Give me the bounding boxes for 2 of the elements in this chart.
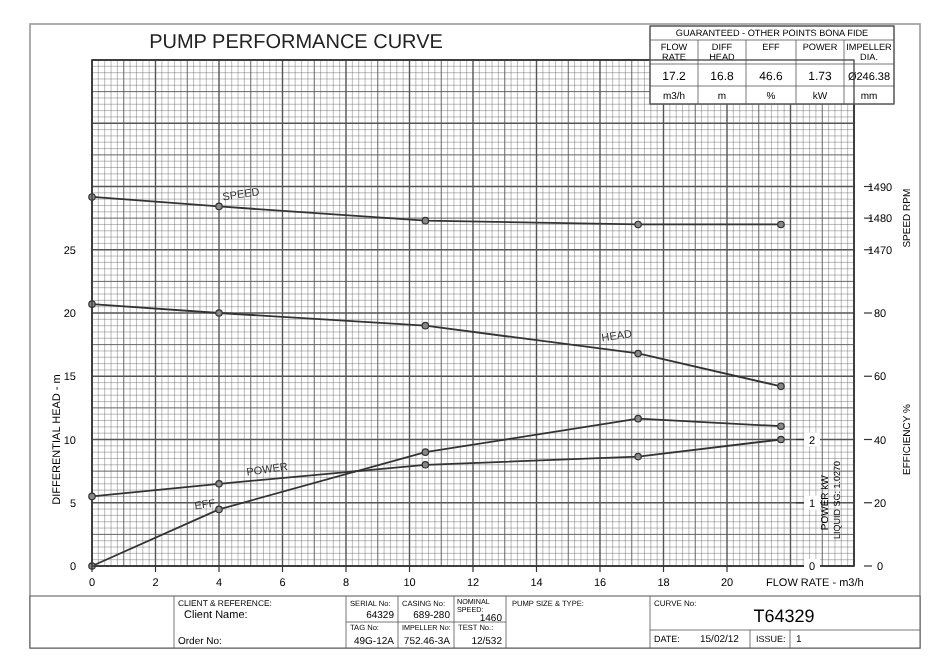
text: T64329 bbox=[753, 606, 815, 626]
chart-title: PUMP PERFORMANCE CURVE bbox=[149, 32, 444, 54]
